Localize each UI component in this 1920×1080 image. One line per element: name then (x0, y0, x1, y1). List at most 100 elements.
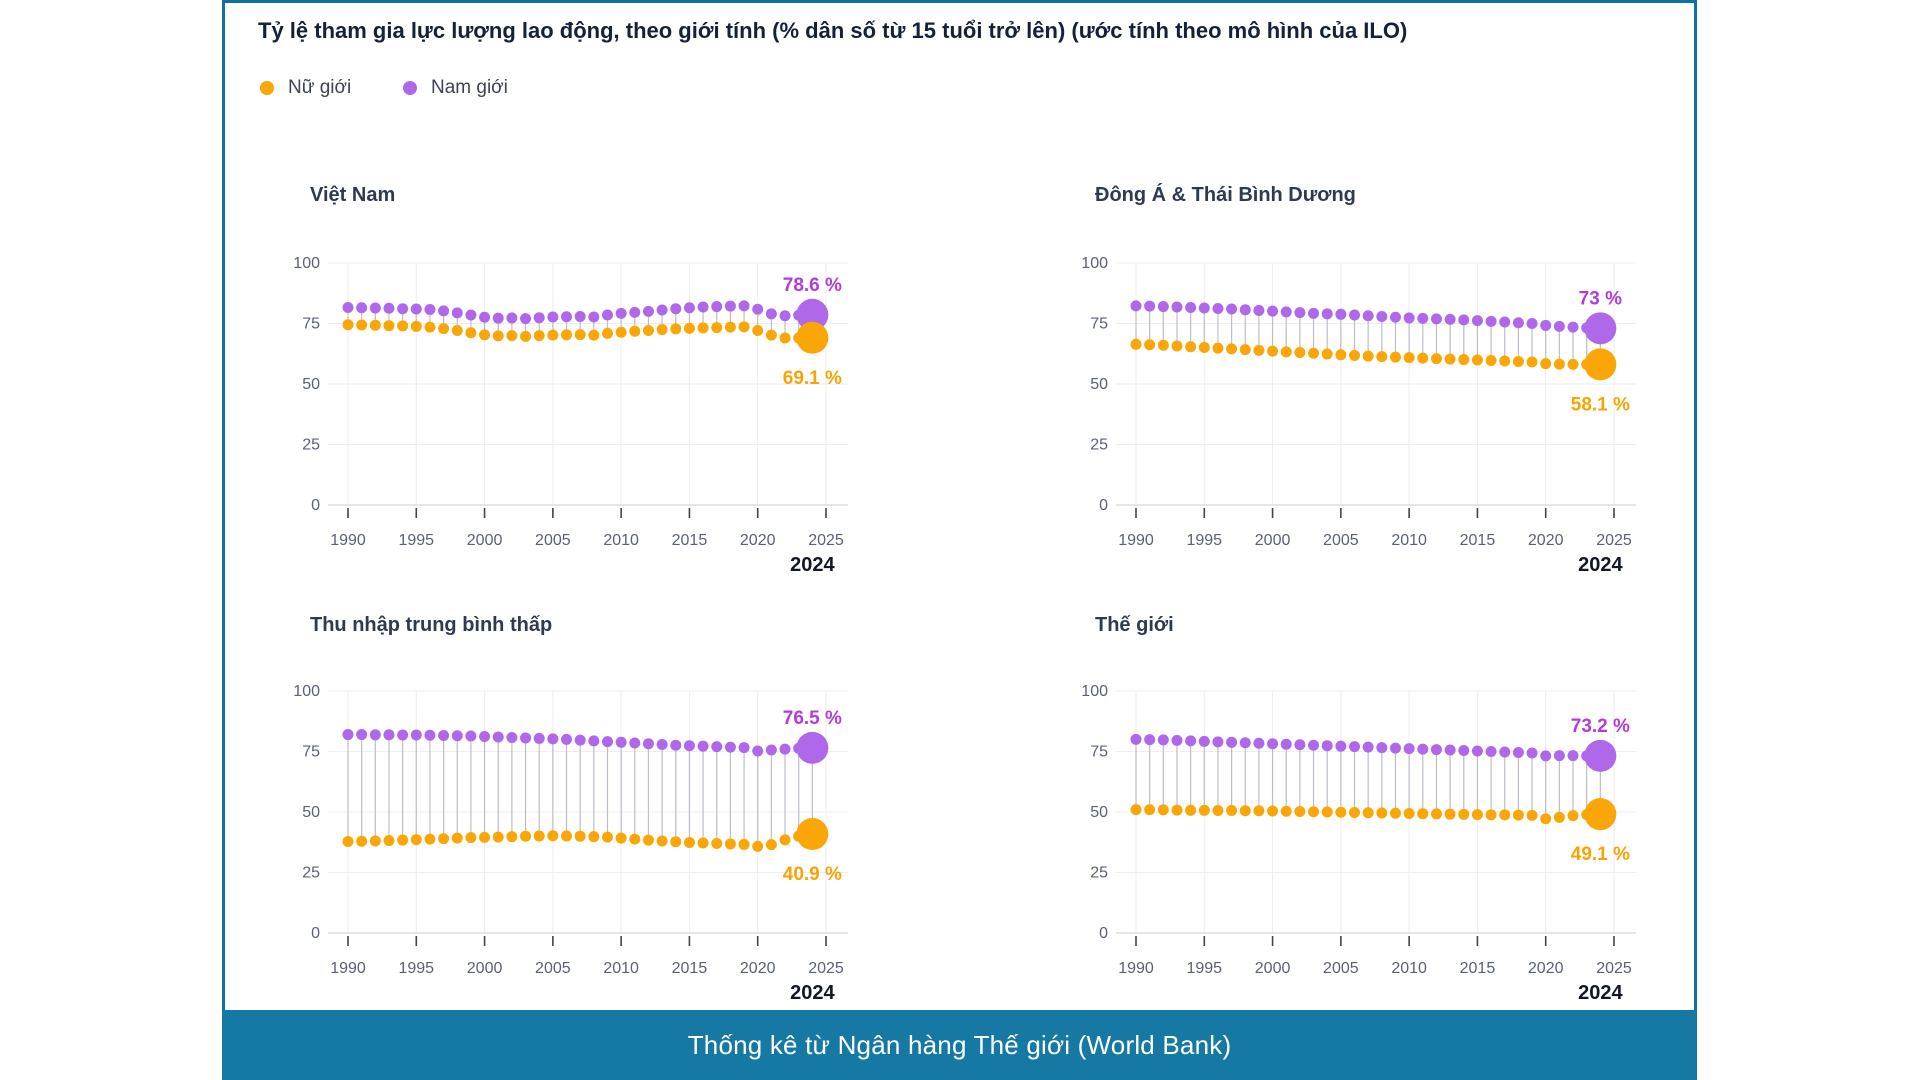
female-dot[interactable] (342, 836, 354, 848)
female-dot[interactable] (1376, 351, 1388, 363)
male-dot[interactable] (506, 731, 518, 743)
male-dot[interactable] (1567, 321, 1579, 333)
female-dot[interactable] (356, 835, 368, 847)
female-dot[interactable] (752, 325, 764, 337)
female-dot[interactable] (1185, 804, 1197, 816)
female-dot[interactable] (1226, 343, 1238, 355)
male-dot[interactable] (520, 732, 532, 744)
female-dot[interactable] (1485, 355, 1497, 367)
female-dot[interactable] (1458, 808, 1470, 820)
female-dot[interactable] (574, 830, 586, 842)
male-dot[interactable] (1567, 750, 1579, 762)
male-dot[interactable] (383, 729, 395, 741)
female-dot[interactable] (656, 835, 668, 847)
female-dot[interactable] (1212, 342, 1224, 354)
female-dot[interactable] (424, 321, 436, 333)
male-dot[interactable] (342, 302, 354, 314)
male-dot[interactable] (1362, 741, 1374, 753)
male-dot[interactable] (1335, 308, 1347, 320)
male-dot[interactable] (438, 305, 450, 317)
female-dot[interactable] (1171, 804, 1183, 816)
male-dot[interactable] (451, 730, 463, 742)
female-dot[interactable] (601, 327, 613, 339)
male-dot[interactable] (779, 310, 791, 322)
female-dot-highlight[interactable] (796, 321, 829, 354)
female-dot[interactable] (1185, 341, 1197, 353)
female-dot[interactable] (642, 834, 654, 846)
female-dot[interactable] (1239, 805, 1251, 817)
male-dot[interactable] (629, 737, 641, 749)
male-dot[interactable] (1294, 739, 1306, 751)
female-dot[interactable] (506, 831, 518, 843)
male-dot[interactable] (1144, 300, 1156, 312)
female-dot[interactable] (1157, 339, 1169, 351)
female-dot[interactable] (1335, 349, 1347, 361)
female-dot-highlight[interactable] (1584, 798, 1617, 831)
female-dot[interactable] (629, 833, 641, 845)
male-dot[interactable] (1226, 736, 1238, 748)
male-dot[interactable] (697, 301, 709, 313)
male-dot[interactable] (492, 312, 504, 324)
female-dot[interactable] (1417, 808, 1429, 820)
female-dot[interactable] (1280, 805, 1292, 817)
female-dot[interactable] (1308, 347, 1320, 359)
female-dot[interactable] (1540, 358, 1552, 370)
female-dot[interactable] (561, 830, 573, 842)
female-dot[interactable] (1553, 811, 1565, 823)
male-dot[interactable] (1308, 739, 1320, 751)
male-dot[interactable] (547, 733, 559, 745)
male-dot[interactable] (369, 729, 381, 741)
female-dot[interactable] (438, 833, 450, 845)
female-dot[interactable] (588, 831, 600, 843)
male-dot[interactable] (752, 745, 764, 757)
female-dot[interactable] (1444, 808, 1456, 820)
male-dot[interactable] (1526, 318, 1538, 329)
female-dot[interactable] (1512, 355, 1524, 367)
male-dot[interactable] (765, 308, 777, 320)
female-dot[interactable] (1267, 805, 1279, 817)
female-dot[interactable] (410, 834, 422, 846)
male-dot[interactable] (342, 729, 354, 741)
male-dot[interactable] (1389, 311, 1401, 323)
female-dot[interactable] (438, 323, 450, 335)
male-dot[interactable] (1540, 319, 1552, 331)
female-dot[interactable] (683, 322, 695, 334)
male-dot[interactable] (711, 301, 723, 313)
male-dot[interactable] (1157, 301, 1169, 313)
male-dot[interactable] (1512, 317, 1524, 329)
female-dot[interactable] (1458, 354, 1470, 366)
male-dot[interactable] (1253, 304, 1265, 316)
female-dot[interactable] (561, 329, 573, 341)
female-dot[interactable] (1144, 339, 1156, 351)
female-dot[interactable] (547, 329, 559, 341)
female-dot[interactable] (765, 839, 777, 851)
male-dot[interactable] (1430, 744, 1442, 756)
male-dot[interactable] (711, 741, 723, 753)
female-dot[interactable] (1144, 804, 1156, 816)
male-dot[interactable] (1526, 747, 1538, 759)
male-dot-highlight[interactable] (796, 731, 829, 764)
male-dot[interactable] (520, 313, 532, 325)
female-dot[interactable] (683, 836, 695, 848)
female-dot[interactable] (383, 320, 395, 332)
female-dot[interactable] (451, 325, 463, 337)
male-dot[interactable] (1499, 746, 1511, 758)
female-dot[interactable] (1321, 806, 1333, 818)
male-dot[interactable] (601, 309, 613, 321)
female-dot[interactable] (1444, 353, 1456, 365)
female-dot[interactable] (629, 325, 641, 337)
male-dot[interactable] (1485, 746, 1497, 757)
female-dot[interactable] (1280, 346, 1292, 358)
male-dot[interactable] (724, 741, 736, 753)
female-dot[interactable] (738, 321, 750, 333)
male-dot[interactable] (1239, 304, 1251, 316)
female-dot[interactable] (1130, 338, 1142, 350)
male-dot[interactable] (1499, 316, 1511, 328)
female-dot[interactable] (492, 330, 504, 342)
male-dot[interactable] (642, 305, 654, 317)
male-dot[interactable] (1144, 734, 1156, 746)
female-dot[interactable] (1499, 809, 1511, 821)
male-dot[interactable] (752, 303, 764, 315)
female-dot[interactable] (724, 838, 736, 850)
female-dot[interactable] (410, 320, 422, 332)
